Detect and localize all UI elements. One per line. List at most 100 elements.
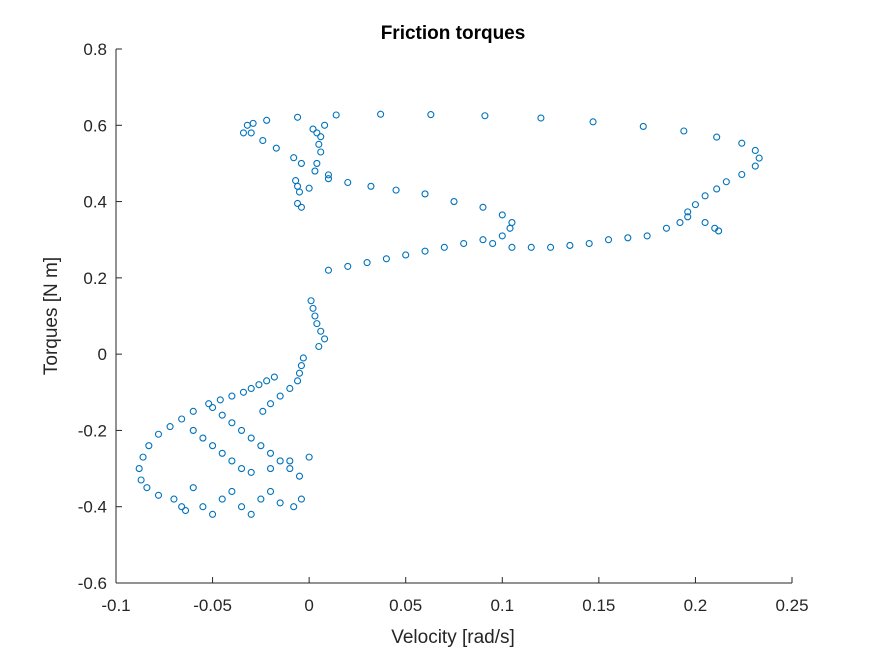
data-point [209,403,217,412]
y-tick-label: -0.6 [78,574,107,593]
data-point [317,133,325,141]
data-point [228,392,236,400]
data-point [305,184,313,192]
data-point [270,373,278,381]
data-point [498,232,506,240]
data-point [382,255,390,263]
data-point [255,381,263,389]
data-markers [135,110,763,518]
data-point [266,449,275,457]
data-point [237,465,246,473]
data-point [218,411,226,419]
data-point [713,185,721,193]
data-point [218,495,226,503]
data-point [276,392,284,400]
data-point [701,192,709,200]
data-point [713,133,721,141]
y-tick-label: 0 [98,345,107,364]
data-point [309,304,317,312]
data-point [722,178,730,186]
data-point [178,503,186,511]
data-point [293,182,302,190]
data-point [293,377,302,385]
data-point [199,503,207,511]
data-point [266,400,275,408]
data-point [321,121,329,129]
data-point [154,430,163,438]
data-point [257,495,265,503]
data-point [290,154,298,162]
data-point [297,159,305,167]
data-point [307,297,315,305]
data-point [286,465,294,473]
x-axis-label: Velocity [rad/s] [391,627,515,648]
data-point [421,190,429,198]
data-point [135,465,143,473]
y-tick-label: 0.4 [83,193,107,212]
x-tick-label: 0 [304,596,313,615]
data-point [247,384,255,393]
data-point [205,400,213,408]
data-point [676,219,684,227]
data-point [321,335,329,343]
data-point [751,162,759,170]
data-point [145,442,153,450]
data-point [237,426,246,434]
data-point [228,419,236,427]
data-point [297,203,305,211]
data-point [259,407,267,415]
data-point [317,327,325,335]
data-point [324,266,333,274]
data-point [272,144,280,152]
data-point [684,213,692,221]
x-tick-label: 0.1 [490,596,514,615]
data-point [189,407,197,415]
data-point [170,495,178,503]
y-tick-label: 0.8 [83,40,107,59]
data-point [402,251,410,259]
data-point [218,449,226,457]
data-point [751,146,759,155]
data-point [243,121,251,129]
data-point [313,129,321,137]
data-point [276,457,284,465]
data-point [228,457,236,465]
data-point [506,224,514,232]
data-point [537,114,545,122]
data-point [209,510,217,518]
data-point [738,170,746,179]
data-point [137,476,145,484]
data-point [276,499,284,507]
data-point [315,140,323,148]
data-point [247,129,255,137]
data-point [427,111,435,119]
data-point [247,434,255,442]
data-point [290,503,298,511]
data-point [263,377,271,385]
data-point [216,396,224,404]
data-point [143,484,151,492]
data-point [377,110,385,118]
y-tick-label: 0.2 [83,269,107,288]
data-point [481,112,489,120]
data-point [440,243,448,251]
data-point [392,186,400,194]
data-point [479,236,487,244]
data-point [178,415,186,423]
data-point [295,188,304,196]
data-point [259,136,267,145]
data-point [313,159,321,167]
data-point [166,423,174,431]
data-point [508,243,516,251]
x-tick-label: -0.05 [193,596,232,615]
data-point [479,203,487,211]
data-point [286,384,294,393]
data-point [324,171,333,179]
data-point [324,175,333,183]
axes: -0.1 -0.05 0 0.05 0.1 0.15 0.2 0.25 -0.6 -0.4 -0.2… [78,40,809,615]
data-point [313,320,321,328]
data-point [311,312,319,320]
data-point [363,259,371,267]
